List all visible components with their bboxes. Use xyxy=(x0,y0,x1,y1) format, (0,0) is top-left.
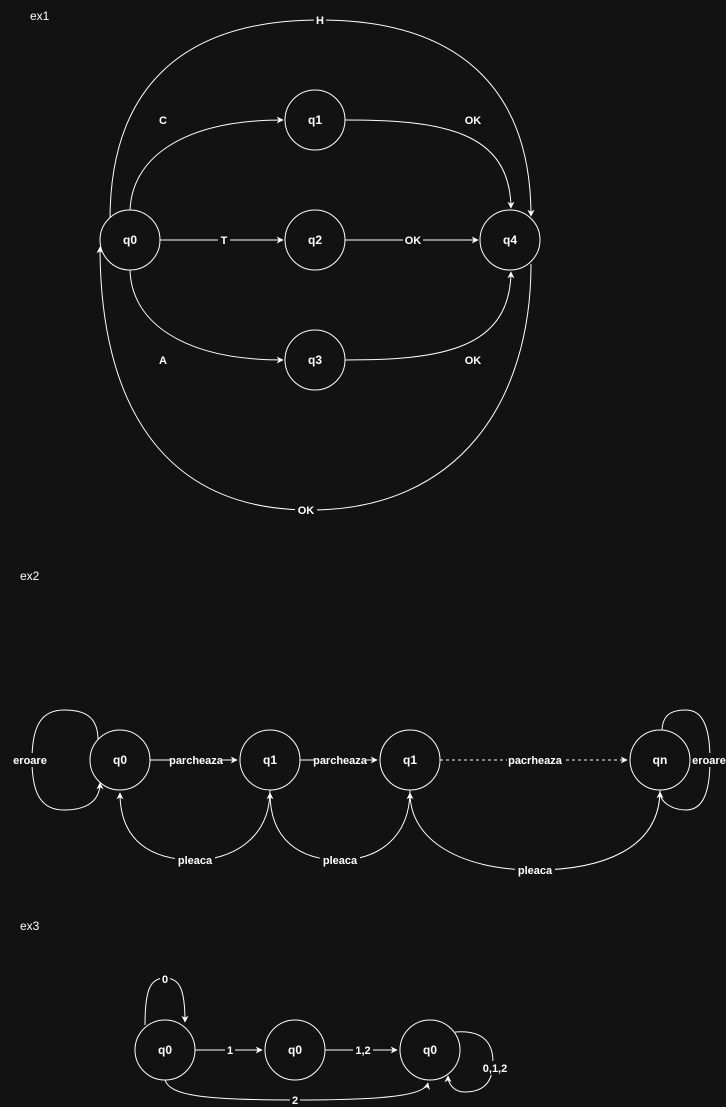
state-label: q3 xyxy=(308,353,322,367)
state-q1-second: q1 xyxy=(379,729,441,791)
state-label: q0 xyxy=(123,233,137,247)
label-q3-q4: OK xyxy=(465,355,482,367)
label-loop-a: 0 xyxy=(162,974,168,986)
label-bg xyxy=(515,863,555,877)
label-bg xyxy=(403,233,423,247)
label-bg xyxy=(218,233,230,247)
state-label: q0 xyxy=(423,1043,437,1057)
state-label: q0 xyxy=(288,1043,302,1057)
edge-q3-q4 xyxy=(344,271,515,361)
label-q0-q3: A xyxy=(159,355,167,367)
label-bg xyxy=(320,853,360,867)
state-label: q2 xyxy=(308,233,322,247)
ex1-title: ex1 xyxy=(30,9,50,23)
state-label: qn xyxy=(653,753,668,767)
label-bg xyxy=(295,503,317,517)
label-q4-q0-bottom: OK xyxy=(298,505,315,517)
label-loop-q0: eroare xyxy=(13,755,47,767)
state-label: q0 xyxy=(113,753,127,767)
edge-qn-q1b xyxy=(406,789,661,871)
label-a-b: 1 xyxy=(227,1045,233,1057)
label-bg xyxy=(353,1043,373,1057)
edge-q1b-q1 xyxy=(266,789,411,861)
label-q1-q1b: parcheaza xyxy=(313,755,368,767)
label-bg xyxy=(693,753,726,767)
edge-q0-q3 xyxy=(129,267,284,364)
label-q1-q4: OK xyxy=(465,115,482,127)
label-bg xyxy=(290,1093,300,1107)
label-bg xyxy=(175,853,215,867)
edge-q1-q4 xyxy=(344,119,515,209)
label-bg xyxy=(314,13,326,27)
label-q0-q2: T xyxy=(221,235,228,247)
state-label: q1 xyxy=(308,113,322,127)
label-loop-qn: eroare xyxy=(692,755,726,767)
label-q1b-q1: pleaca xyxy=(323,855,358,867)
ex3-title: ex3 xyxy=(20,919,40,933)
state-q3: q3 xyxy=(284,329,346,391)
state-q0: q0 xyxy=(89,729,151,791)
label-bg xyxy=(170,753,222,767)
state-label: q0 xyxy=(158,1043,172,1057)
state-label: q1 xyxy=(263,753,277,767)
state-q0: q0 xyxy=(99,209,161,271)
label-bg xyxy=(507,753,563,767)
ex2-title: ex2 xyxy=(20,569,40,583)
state-q1: q1 xyxy=(284,89,346,151)
state-q2: q2 xyxy=(284,209,346,271)
label-q0-q4-top: H xyxy=(316,15,324,27)
label-a-c: 2 xyxy=(292,1095,298,1107)
label-bg xyxy=(481,1061,509,1075)
label-q1b-qn: pacrheaza xyxy=(508,755,563,767)
label-bg xyxy=(160,972,170,986)
label-q0-q1: parcheaza xyxy=(169,755,224,767)
state-q4: q4 xyxy=(479,209,541,271)
state-q1: q1 xyxy=(239,729,301,791)
label-q1-q0: pleaca xyxy=(178,855,213,867)
label-q0-q1: C xyxy=(159,115,167,127)
label-q2-q4: OK xyxy=(405,235,422,247)
label-bg xyxy=(225,1043,235,1057)
edge-q1-q0 xyxy=(116,789,271,861)
label-b-c: 1,2 xyxy=(355,1045,370,1057)
edge-loop-c xyxy=(444,1031,494,1093)
state-label: q1 xyxy=(403,753,417,767)
state-q0-b: q0 xyxy=(264,1019,326,1081)
label-loop-c: 0,1,2 xyxy=(483,1063,507,1075)
state-q0-a: q0 xyxy=(134,1019,196,1081)
edge-q0-q1 xyxy=(129,116,284,214)
state-qn: qn xyxy=(629,729,691,791)
state-q0-c: q0 xyxy=(399,1019,461,1081)
label-qn-q1b: pleaca xyxy=(518,865,553,877)
state-label: q4 xyxy=(503,233,517,247)
label-bg xyxy=(314,753,366,767)
label-bg xyxy=(10,753,50,767)
